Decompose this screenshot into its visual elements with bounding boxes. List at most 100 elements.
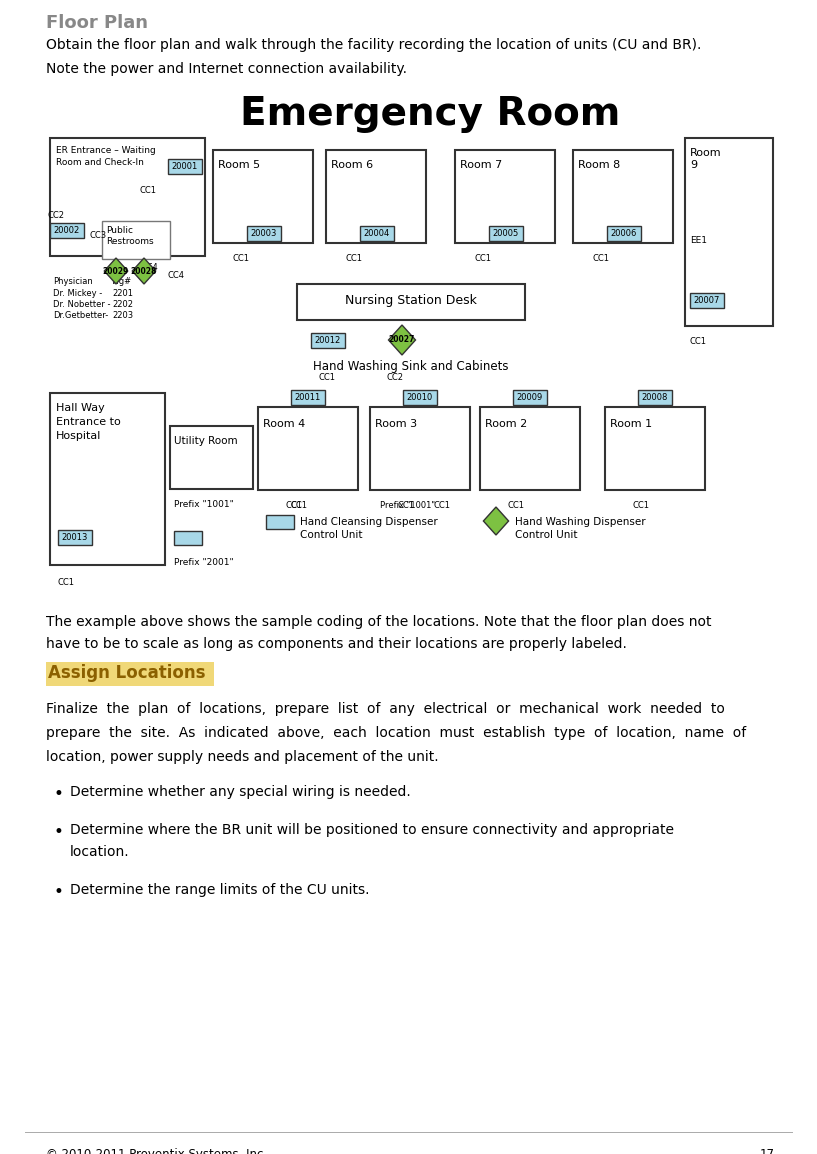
Text: 20007: 20007 (694, 295, 721, 305)
Text: location, power supply needs and placement of the unit.: location, power supply needs and placeme… (46, 750, 439, 764)
Text: Floor Plan: Floor Plan (46, 14, 148, 32)
Bar (480, 407, 580, 490)
Text: Public
Restrooms: Public Restrooms (106, 226, 154, 246)
Text: 20004: 20004 (364, 228, 391, 238)
Text: CC3: CC3 (90, 231, 107, 240)
Text: 20009: 20009 (517, 394, 543, 402)
Text: EE1: EE1 (690, 237, 707, 245)
Text: Hand Washing Sink and Cabinets: Hand Washing Sink and Cabinets (313, 360, 509, 373)
Bar (174, 531, 202, 545)
Text: Dr. Nobetter -: Dr. Nobetter - (53, 300, 110, 309)
Text: Prefix "1001": Prefix "1001" (174, 500, 234, 509)
Text: 20008: 20008 (642, 394, 668, 402)
Bar (513, 390, 547, 405)
Text: CC1: CC1 (508, 501, 525, 510)
Text: Tag#: Tag# (110, 277, 131, 286)
Bar (326, 150, 426, 243)
Bar (605, 407, 705, 490)
Text: •: • (54, 883, 64, 901)
Text: © 2010-2011 Proventix Systems, Inc.: © 2010-2011 Proventix Systems, Inc. (46, 1148, 267, 1154)
Text: Room 1: Room 1 (610, 419, 652, 429)
Text: ER Entrance – Waiting
Room and Check-In: ER Entrance – Waiting Room and Check-In (56, 147, 156, 167)
Bar (46, 662, 214, 685)
Text: 17: 17 (760, 1148, 775, 1154)
Bar (58, 530, 92, 545)
Text: Room
9: Room 9 (690, 148, 721, 171)
Text: CC4: CC4 (168, 271, 185, 280)
Text: CC1: CC1 (319, 373, 336, 382)
Text: The example above shows the sample coding of the locations. Note that the floor : The example above shows the sample codin… (46, 615, 712, 629)
Text: CC1: CC1 (233, 254, 250, 263)
Polygon shape (484, 507, 509, 535)
Text: Prefix "2001": Prefix "2001" (174, 559, 234, 567)
Text: CC1: CC1 (291, 501, 308, 510)
Text: 2203: 2203 (112, 310, 133, 320)
Text: Hall Way
Entrance to
Hospital: Hall Way Entrance to Hospital (56, 403, 121, 441)
Bar (168, 159, 202, 174)
Bar (690, 293, 724, 308)
Bar (247, 226, 281, 241)
Text: Assign Locations: Assign Locations (48, 664, 206, 682)
Text: CC1: CC1 (398, 501, 415, 510)
Text: Room 2: Room 2 (485, 419, 527, 429)
Bar (102, 222, 170, 258)
Text: CC1: CC1 (286, 501, 303, 510)
Text: 2201: 2201 (112, 288, 133, 298)
Text: 20005: 20005 (493, 228, 519, 238)
Text: 20027: 20027 (389, 336, 415, 345)
Text: CC1: CC1 (140, 186, 157, 195)
Text: Obtain the floor plan and walk through the facility recording the location of un: Obtain the floor plan and walk through t… (46, 38, 701, 52)
Text: CC1: CC1 (434, 501, 451, 510)
Text: 2202: 2202 (112, 300, 133, 309)
Text: Dr.Getbetter-: Dr.Getbetter- (53, 310, 108, 320)
Text: 20029: 20029 (103, 267, 129, 276)
Text: 20010: 20010 (407, 394, 433, 402)
Text: Utility Room: Utility Room (174, 436, 238, 445)
Bar (291, 390, 325, 405)
Polygon shape (105, 258, 127, 284)
Bar (360, 226, 394, 241)
Text: location.: location. (70, 845, 130, 859)
Text: 20002: 20002 (54, 226, 80, 235)
Text: CC1: CC1 (346, 254, 363, 263)
Text: Determine the range limits of the CU units.: Determine the range limits of the CU uni… (70, 883, 369, 897)
Text: prepare  the  site.  As  indicated  above,  each  location  must  establish  typ: prepare the site. As indicated above, ea… (46, 726, 746, 740)
Bar (258, 407, 358, 490)
Text: CC1: CC1 (633, 501, 650, 510)
Text: Emergency Room: Emergency Room (240, 95, 620, 133)
Bar (489, 226, 523, 241)
Text: Nursing Station Desk: Nursing Station Desk (345, 294, 477, 307)
Text: EE4: EE4 (142, 263, 158, 272)
Text: Determine whether any special wiring is needed.: Determine whether any special wiring is … (70, 785, 411, 799)
Text: 20028: 20028 (131, 267, 157, 276)
Text: 20006: 20006 (611, 228, 637, 238)
Bar (607, 226, 641, 241)
Text: Prefix "1001": Prefix "1001" (380, 501, 435, 510)
Bar (403, 390, 437, 405)
Text: Room 5: Room 5 (218, 160, 260, 170)
Text: CC2: CC2 (48, 211, 65, 220)
Text: Dr. Mickey -: Dr. Mickey - (53, 288, 102, 298)
Bar (638, 390, 672, 405)
Text: Finalize  the  plan  of  locations,  prepare  list  of  any  electrical  or  mec: Finalize the plan of locations, prepare … (46, 702, 725, 715)
Text: 20012: 20012 (315, 336, 342, 345)
Text: CC1: CC1 (593, 254, 610, 263)
Text: Hand Washing Dispenser
Control Unit: Hand Washing Dispenser Control Unit (515, 517, 645, 540)
Text: Room 3: Room 3 (375, 419, 417, 429)
Text: 20011: 20011 (295, 394, 321, 402)
Polygon shape (132, 258, 156, 284)
Text: Room 6: Room 6 (331, 160, 373, 170)
Text: 20003: 20003 (251, 228, 277, 238)
Polygon shape (389, 325, 416, 355)
Text: have to be to scale as long as components and their locations are properly label: have to be to scale as long as component… (46, 637, 627, 651)
Text: Room 8: Room 8 (578, 160, 620, 170)
Bar (50, 223, 84, 238)
Text: Room 7: Room 7 (460, 160, 502, 170)
Bar (170, 426, 253, 489)
Bar (50, 138, 205, 256)
Bar (297, 284, 525, 320)
Text: Physician: Physician (53, 277, 93, 286)
Text: 20013: 20013 (62, 533, 88, 542)
Text: Note the power and Internet connection availability.: Note the power and Internet connection a… (46, 62, 407, 76)
Text: CC1: CC1 (475, 254, 492, 263)
